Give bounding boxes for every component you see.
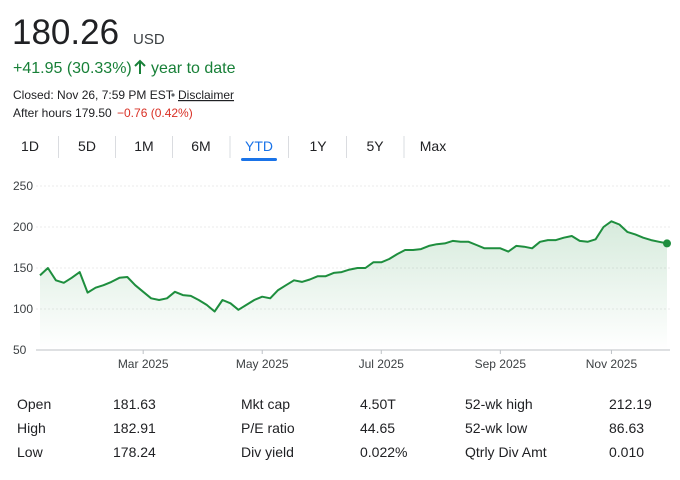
change: +41.95 (30.33%) <box>13 60 132 77</box>
stat-label: Low <box>17 444 44 460</box>
up-arrow <box>134 59 146 74</box>
stat-label: High <box>17 420 46 436</box>
range-tab[interactable]: YTD <box>245 138 273 154</box>
y-tick-label: 250 <box>13 179 33 193</box>
range-tab[interactable]: 6M <box>191 138 210 154</box>
y-tick-label: 100 <box>13 302 33 316</box>
range-tab[interactable]: 1D <box>21 138 39 154</box>
area-fill <box>40 221 667 350</box>
disclaimer-link[interactable]: Disclaimer <box>178 88 234 102</box>
stat-label: Qtrly Div Amt <box>465 444 547 460</box>
separator-dot <box>171 93 175 97</box>
y-tick-label: 150 <box>13 261 33 275</box>
stat-label: 52-wk high <box>465 396 533 412</box>
stat-label: Div yield <box>241 444 294 460</box>
stat-label: P/E ratio <box>241 420 295 436</box>
y-tick-label: 200 <box>13 220 33 234</box>
stat-value: 0.022% <box>360 444 407 460</box>
range-tab[interactable]: 5Y <box>366 138 384 154</box>
y-tick-label: 50 <box>13 343 27 357</box>
stat-label: 52-wk low <box>465 420 528 436</box>
stat-value: 4.50T <box>360 396 396 412</box>
stat-value: 86.63 <box>609 420 644 436</box>
stat-label: Mkt cap <box>241 396 290 412</box>
range-tab[interactable]: 1Y <box>309 138 327 154</box>
range-tabs: 1D 5D 1M 6M YTD 1Y 5Y Max <box>21 136 446 161</box>
price-chart: 50 100 150 200 250 Mar 2025 May 2025 Jul 2025 Se… <box>13 179 671 371</box>
closed-time: Closed: Nov 26, 7:59 PM EST <box>13 88 174 102</box>
x-tick-label: Mar 2025 <box>118 357 169 371</box>
last-point <box>663 239 671 248</box>
currency: USD <box>133 31 165 48</box>
stat-value: 44.65 <box>360 420 395 436</box>
tab-underline <box>241 158 277 161</box>
after-hours-change: −0.76 (0.42%) <box>117 106 193 120</box>
x-tick-label: May 2025 <box>236 357 289 371</box>
x-tick-label: Nov 2025 <box>586 357 638 371</box>
range-tab[interactable]: 1M <box>134 138 153 154</box>
stats-table: Open 181.63 Mkt cap 4.50T 52-wk high 212.19 Hi… <box>17 396 652 460</box>
stat-value: 182.91 <box>113 420 156 436</box>
price-line <box>39 220 668 313</box>
stat-value: 181.63 <box>113 396 156 412</box>
stat-value: 212.19 <box>609 396 652 412</box>
after-hours: After hours 179.50 <box>13 106 112 120</box>
range-tab[interactable]: 5D <box>78 138 96 154</box>
stat-label: Open <box>17 396 51 412</box>
stat-value: 0.010 <box>609 444 644 460</box>
period: year to date <box>151 60 236 77</box>
x-tick-label: Jul 2025 <box>359 357 405 371</box>
x-tick-label: Sep 2025 <box>475 357 527 371</box>
price: 180.26 <box>12 13 119 52</box>
stat-value: 178.24 <box>113 444 156 460</box>
range-tab[interactable]: Max <box>420 138 446 154</box>
